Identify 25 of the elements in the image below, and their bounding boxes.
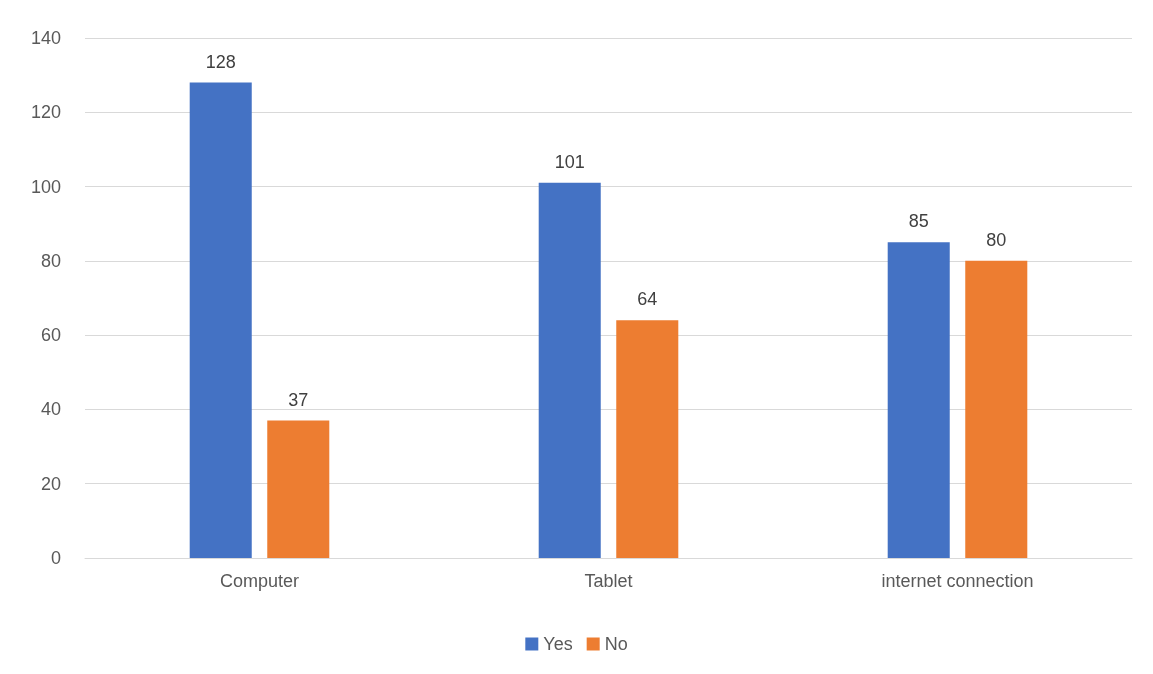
bar bbox=[887, 242, 950, 558]
data-label: 128 bbox=[205, 51, 236, 72]
y-tick-label: 140 bbox=[30, 28, 61, 48]
y-tick-label: 80 bbox=[40, 250, 61, 271]
y-tick-label: 60 bbox=[40, 325, 61, 346]
legend-label: No bbox=[604, 634, 628, 654]
bar bbox=[538, 182, 601, 558]
bar bbox=[616, 320, 679, 558]
y-tick-label: 0 bbox=[50, 548, 61, 568]
bar bbox=[965, 260, 1028, 558]
bar bbox=[189, 82, 252, 558]
bar bbox=[267, 420, 330, 558]
y-tick-label: 100 bbox=[30, 176, 61, 197]
y-tick-label: 20 bbox=[40, 473, 61, 494]
data-label: 101 bbox=[554, 151, 585, 172]
x-tick-label: Tablet bbox=[584, 571, 633, 591]
y-tick-label: 120 bbox=[30, 102, 61, 123]
data-label: 64 bbox=[637, 289, 658, 310]
legend-label: Yes bbox=[543, 634, 573, 654]
data-label: 85 bbox=[908, 211, 929, 232]
data-label: 80 bbox=[986, 229, 1007, 250]
y-tick-label: 40 bbox=[40, 399, 61, 420]
x-tick-label: Computer bbox=[219, 571, 300, 591]
x-tick-label: internet connection bbox=[881, 571, 1034, 591]
data-label: 37 bbox=[288, 389, 309, 410]
